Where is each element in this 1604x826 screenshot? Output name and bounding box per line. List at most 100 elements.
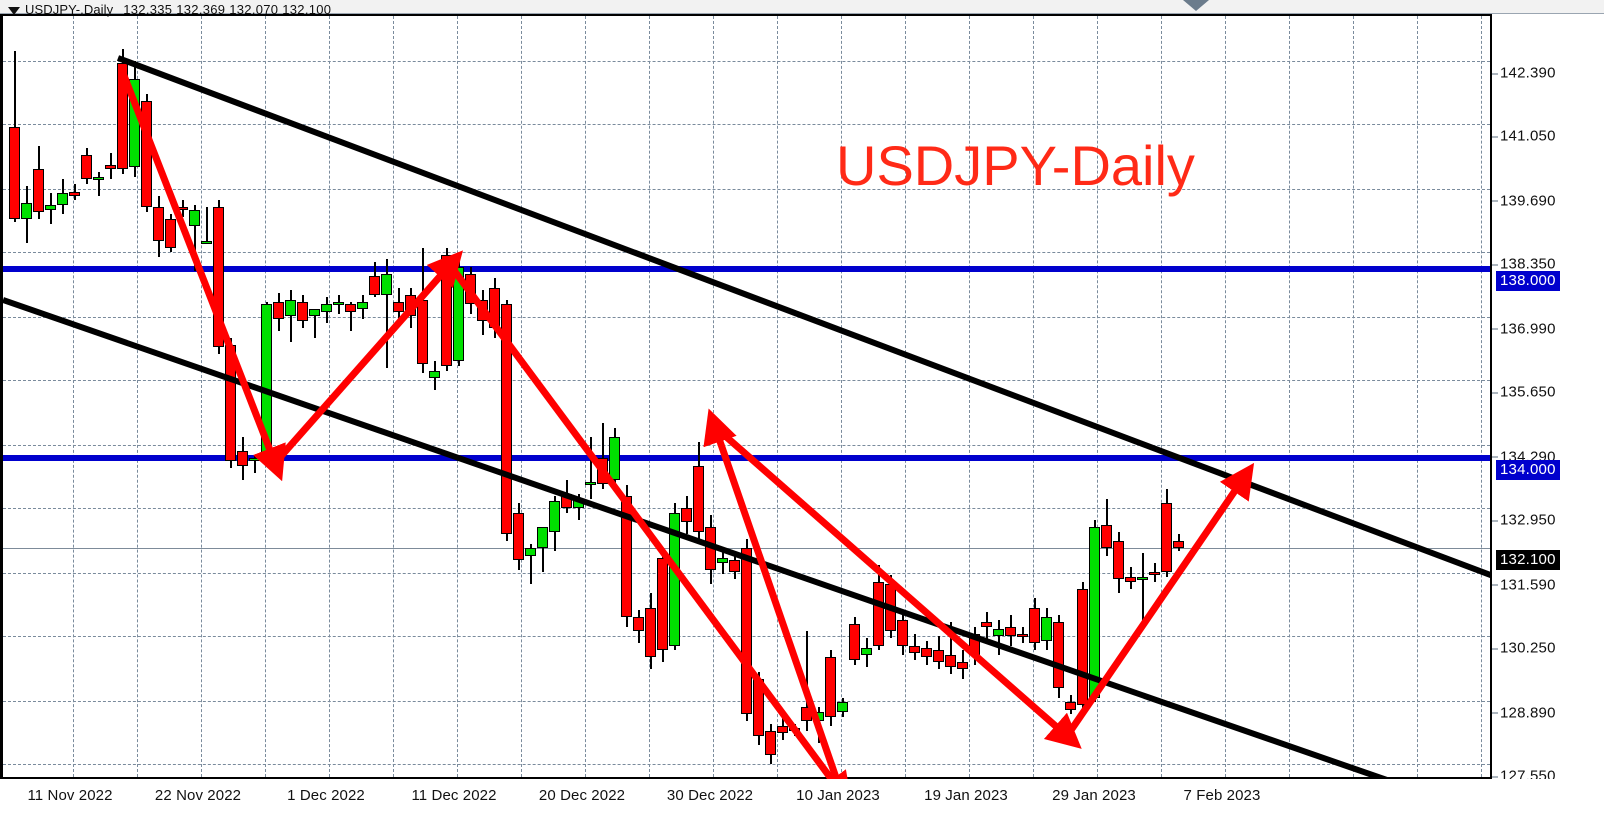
date-tick-label: 11 Dec 2022 xyxy=(411,787,497,804)
vertical-gridline xyxy=(393,16,394,777)
current-price-badge[interactable]: 132.100 xyxy=(1496,550,1560,571)
candle-body-bearish xyxy=(81,155,92,179)
date-tick-label: 22 Nov 2022 xyxy=(154,787,242,804)
candle-body-bearish xyxy=(741,548,752,715)
candle-wick xyxy=(1141,553,1144,622)
price-tick-label: 130.250 xyxy=(1492,639,1556,657)
vertical-gridline xyxy=(521,16,522,777)
candle-wick xyxy=(985,612,988,641)
candle-body-bearish xyxy=(153,207,164,241)
candle-body-bearish xyxy=(561,493,572,509)
candle-body-bearish xyxy=(489,287,500,329)
candle-body-bearish xyxy=(513,512,524,561)
candle-body-bearish xyxy=(621,496,632,618)
price-tick-label: 139.690 xyxy=(1492,192,1556,210)
date-tick-label: 19 Jan 2023 xyxy=(924,787,1008,804)
level-price-badge[interactable]: 134.000 xyxy=(1496,460,1560,481)
level-price-badge[interactable]: 138.000 xyxy=(1496,270,1560,291)
time-axis[interactable]: 11 Nov 2022 22 Nov 2022 1 Dec 2022 11 Dec 2… xyxy=(0,779,1604,826)
candle-body-bearish xyxy=(921,647,932,658)
candle-body-bullish xyxy=(321,304,332,312)
date-tick-label: 11 Nov 2022 xyxy=(27,787,113,804)
candle-body-bearish xyxy=(825,657,836,717)
candle-body-bullish xyxy=(549,501,560,532)
candle-body-bullish xyxy=(249,458,260,462)
candle-body-bullish xyxy=(357,302,368,310)
price-axis[interactable]: 142.390 141.050 139.690 138.350 136.990 135.6… xyxy=(1490,14,1604,785)
candle-wick xyxy=(73,183,76,201)
candle-body-bearish xyxy=(1101,524,1112,549)
symbol-label: USDJPY-,Daily xyxy=(25,2,114,17)
candle-body-bearish xyxy=(465,273,476,305)
candle-body-bullish xyxy=(129,79,140,168)
candle-body-bearish xyxy=(909,645,920,653)
candle-body-bearish xyxy=(417,299,428,364)
candle-body-bearish xyxy=(1173,541,1184,549)
candle-body-bearish xyxy=(645,607,656,658)
candle-body-bearish xyxy=(69,192,80,196)
channel-lower[interactable] xyxy=(3,297,1433,781)
vertical-gridline xyxy=(969,16,970,777)
date-tick-label: 29 Jan 2023 xyxy=(1052,787,1136,804)
vertical-gridline xyxy=(1225,16,1226,777)
candle-body-bearish xyxy=(633,617,644,632)
candle-body-bullish xyxy=(93,176,104,180)
candle-body-bullish xyxy=(525,548,536,556)
candle-body-bearish xyxy=(597,458,608,485)
candle-body-bullish xyxy=(537,527,548,549)
candle-body-bearish xyxy=(1029,607,1040,644)
candle-body-bullish xyxy=(189,209,200,227)
candle-body-bearish xyxy=(33,169,44,213)
vertical-gridline xyxy=(1289,16,1290,777)
vertical-gridline xyxy=(1033,16,1034,777)
price-tick-label: 141.050 xyxy=(1492,127,1556,145)
candle-body-bullish xyxy=(261,304,272,457)
candle-wick xyxy=(589,437,592,499)
candle-body-bearish xyxy=(225,344,236,461)
chart-header: USDJPY-,Daily 132.335 132.369 132.070 132… xyxy=(8,1,331,19)
candle-body-bearish xyxy=(933,650,944,663)
date-tick-label: 1 Dec 2022 xyxy=(287,787,365,804)
candle-body-bullish xyxy=(45,205,56,210)
price-level-resistance[interactable] xyxy=(3,265,1490,272)
scroll-marker-icon[interactable] xyxy=(1183,0,1209,11)
vertical-gridline xyxy=(841,16,842,777)
date-tick-label: 7 Feb 2023 xyxy=(1183,787,1261,804)
horizontal-gridline xyxy=(3,61,1490,62)
horizontal-gridline xyxy=(3,252,1490,254)
plot-area[interactable]: USDJPY-Daily xyxy=(0,14,1493,781)
candle-body-bearish xyxy=(801,707,812,722)
candle-body-bearish xyxy=(705,527,716,570)
candle-body-bullish xyxy=(837,702,848,712)
vertical-gridline xyxy=(73,16,74,777)
price-tick-label: 135.650 xyxy=(1492,383,1556,401)
candle-body-bearish xyxy=(981,621,992,627)
candle-body-bullish xyxy=(21,202,32,220)
price-tick-label: 138.350 xyxy=(1492,255,1556,273)
candle-body-bearish xyxy=(729,560,740,573)
candle-wick xyxy=(97,171,100,196)
candle-body-bearish xyxy=(213,207,224,348)
candle-body-bearish xyxy=(9,126,20,220)
candle-body-bearish xyxy=(1005,626,1016,637)
candle-body-bearish xyxy=(1053,621,1064,689)
candle-body-bearish xyxy=(1149,572,1160,576)
candle-body-bearish xyxy=(1113,541,1124,580)
candle-body-bearish xyxy=(657,557,668,651)
horizontal-gridline xyxy=(3,188,1490,190)
candle-body-bearish xyxy=(477,299,488,322)
candle-body-bearish xyxy=(945,655,956,667)
candle-body-bearish xyxy=(393,302,404,312)
candle-body-bearish xyxy=(105,164,116,170)
candle-body-bullish xyxy=(429,370,440,378)
candle-body-bearish xyxy=(1125,576,1136,582)
candle-body-bullish xyxy=(573,498,584,509)
triangle-down-icon[interactable] xyxy=(8,6,20,15)
vertical-gridline xyxy=(457,16,458,777)
candle-body-bullish xyxy=(1137,576,1148,580)
horizontal-gridline xyxy=(3,764,1490,765)
candle-body-bullish xyxy=(333,302,344,306)
vertical-gridline xyxy=(905,16,906,777)
candle-wick xyxy=(997,619,1000,656)
